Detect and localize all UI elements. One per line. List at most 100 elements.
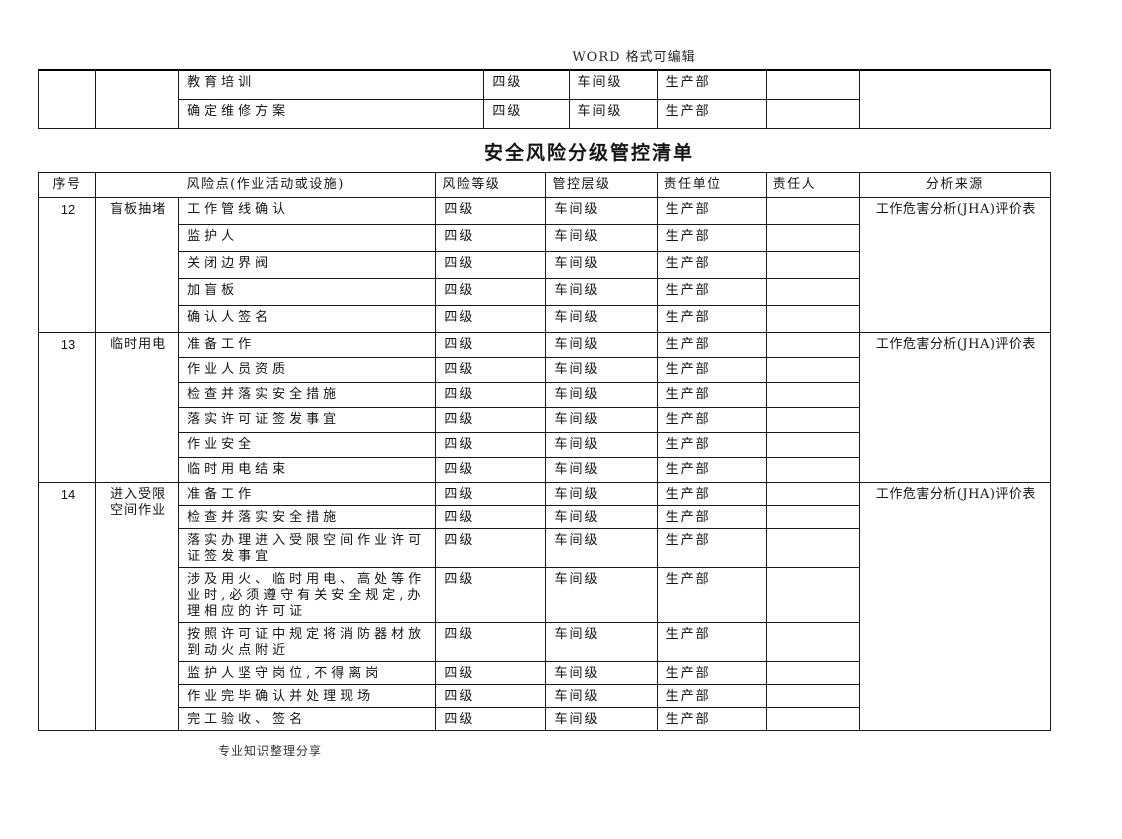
responsible-person-cell xyxy=(765,683,860,708)
risk-level-cell: 四级 xyxy=(435,223,547,252)
risk-level-cell: 四级 xyxy=(435,621,547,662)
risk-level-cell: 四级 xyxy=(435,381,547,408)
control-level-cell: 车间级 xyxy=(545,406,658,433)
risk-level-cell: 四级 xyxy=(483,98,570,129)
responsible-unit-cell: 生产部 xyxy=(656,331,767,358)
risk-control-table: 序号 风险点(作业活动或设施) 风险等级 管控层级 责任单位 责任人 分析来源 … xyxy=(37,171,1052,731)
control-level-cell: 车间级 xyxy=(545,481,658,506)
risk-level-cell: 四级 xyxy=(435,331,547,358)
risk-level-cell: 四级 xyxy=(435,456,547,483)
responsible-person-cell xyxy=(765,621,860,662)
responsible-person-cell xyxy=(765,406,860,433)
control-level-cell: 车间级 xyxy=(545,304,658,333)
activity-cell: 监护人坚守岗位,不得离岗 xyxy=(178,660,437,685)
responsible-person-cell xyxy=(765,431,860,458)
responsible-unit-cell: 生产部 xyxy=(656,504,767,529)
page-title: 安全风险分级管控清单 xyxy=(483,141,694,164)
control-level-cell: 车间级 xyxy=(545,277,658,306)
responsible-person-cell xyxy=(765,527,860,568)
responsible-person-cell xyxy=(765,566,860,623)
risk-point-cell xyxy=(95,69,180,129)
responsible-person-cell xyxy=(765,381,860,408)
responsible-person-cell xyxy=(765,250,860,279)
control-level-cell: 车间级 xyxy=(545,527,658,568)
control-level-cell: 车间级 xyxy=(545,456,658,483)
control-level-cell: 车间级 xyxy=(545,356,658,383)
risk-level-cell: 四级 xyxy=(435,196,547,225)
footer-note: 专业知识整理分享 xyxy=(218,743,323,758)
control-level-cell: 车间级 xyxy=(568,69,658,100)
risk-level-cell: 四级 xyxy=(435,431,547,458)
control-level-cell: 车间级 xyxy=(545,706,658,731)
activity-cell: 落实办理进入受限空间作业许可证签发事宜 xyxy=(178,527,437,568)
analysis-source-cell: 工作危害分析(JHA)评价表 xyxy=(858,196,1052,333)
risk-point-cell: 进入受限空间作业 xyxy=(95,481,180,731)
top-table-continued: 教育培训 四级 车间级 生产部 确定维修方案 四级 车间级 生产部 xyxy=(37,69,1052,129)
responsible-person-cell xyxy=(765,481,860,506)
responsible-unit-cell: 生产部 xyxy=(656,250,767,279)
responsible-person-cell xyxy=(765,504,860,529)
responsible-unit-cell: 生产部 xyxy=(656,69,767,100)
activity-cell: 涉及用火、临时用电、高处等作业时,必须遵守有关安全规定,办理相应的许可证 xyxy=(178,566,437,623)
analysis-source-cell: 工作危害分析(JHA)评价表 xyxy=(858,481,1052,731)
responsible-unit-cell: 生产部 xyxy=(656,406,767,433)
responsible-unit-cell: 生产部 xyxy=(656,660,767,685)
risk-level-cell: 四级 xyxy=(435,566,547,623)
control-level-cell: 车间级 xyxy=(545,431,658,458)
responsible-unit-cell: 生产部 xyxy=(656,98,767,129)
activity-cell: 作业安全 xyxy=(178,431,437,458)
risk-level-cell: 四级 xyxy=(435,277,547,306)
header-seq: 序号 xyxy=(37,171,97,198)
risk-level-cell: 四级 xyxy=(435,683,547,708)
control-level-cell: 车间级 xyxy=(545,683,658,708)
responsible-person-cell xyxy=(765,660,860,685)
header-control-level: 管控层级 xyxy=(545,171,658,198)
responsible-unit-cell: 生产部 xyxy=(656,223,767,252)
risk-point-cell: 盲板抽堵 xyxy=(95,196,180,333)
control-level-cell: 车间级 xyxy=(545,504,658,529)
risk-level-cell: 四级 xyxy=(435,356,547,383)
activity-cell: 确认人签名 xyxy=(178,304,437,333)
activity-cell: 关闭边界阀 xyxy=(178,250,437,279)
row-number-cell xyxy=(37,69,97,129)
row-number-cell: 14 xyxy=(37,481,97,731)
responsible-person-cell xyxy=(765,223,860,252)
responsible-person-cell xyxy=(765,277,860,306)
activity-cell: 加盲板 xyxy=(178,277,437,306)
activity-cell: 确定维修方案 xyxy=(178,98,485,129)
row-number-cell: 13 xyxy=(37,331,97,483)
control-level-cell: 车间级 xyxy=(545,621,658,662)
responsible-unit-cell: 生产部 xyxy=(656,431,767,458)
responsible-unit-cell: 生产部 xyxy=(656,356,767,383)
responsible-unit-cell: 生产部 xyxy=(656,481,767,506)
activity-cell: 按照许可证中规定将消防器材放到动火点附近 xyxy=(178,621,437,662)
responsible-person-cell xyxy=(765,304,860,333)
document-page: WORD 格式可编辑 教育培训 四级 车间级 生产部 确定维修方案 四级 车间级… xyxy=(0,46,1122,759)
responsible-unit-cell: 生产部 xyxy=(656,196,767,225)
responsible-person-cell xyxy=(765,69,860,100)
row-number-cell: 12 xyxy=(37,196,97,333)
responsible-unit-cell: 生产部 xyxy=(656,304,767,333)
analysis-source-cell xyxy=(858,69,1052,129)
risk-level-cell: 四级 xyxy=(435,660,547,685)
control-level-cell: 车间级 xyxy=(545,566,658,623)
responsible-person-cell xyxy=(765,706,860,731)
activity-cell: 准备工作 xyxy=(178,331,437,358)
risk-level-cell: 四级 xyxy=(435,304,547,333)
activity-cell: 教育培训 xyxy=(178,69,485,100)
responsible-person-cell xyxy=(765,98,860,129)
responsible-unit-cell: 生产部 xyxy=(656,706,767,731)
control-level-cell: 车间级 xyxy=(545,250,658,279)
risk-level-cell: 四级 xyxy=(435,406,547,433)
responsible-person-cell xyxy=(765,196,860,225)
header-risk-point: 风险点(作业活动或设施) xyxy=(95,171,437,198)
activity-cell: 完工验收、签名 xyxy=(178,706,437,731)
control-level-cell: 车间级 xyxy=(545,660,658,685)
responsible-unit-cell: 生产部 xyxy=(656,381,767,408)
activity-cell: 临时用电结束 xyxy=(178,456,437,483)
control-level-cell: 车间级 xyxy=(568,98,658,129)
activity-cell: 作业完毕确认并处理现场 xyxy=(178,683,437,708)
activity-cell: 检查并落实安全措施 xyxy=(178,381,437,408)
control-level-cell: 车间级 xyxy=(545,381,658,408)
header-analysis-source: 分析来源 xyxy=(858,171,1052,198)
